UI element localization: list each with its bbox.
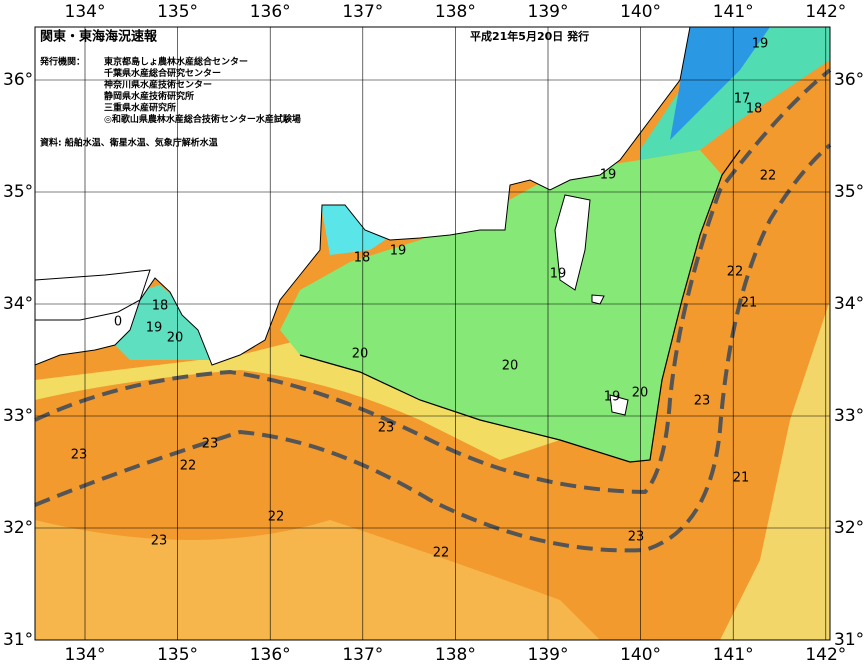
contour-label: 17: [734, 92, 751, 107]
lon-label: 140°: [620, 2, 661, 22]
sea-zone: [280, 150, 722, 462]
contour-label: 20: [352, 347, 369, 362]
lon-label: 138°: [435, 645, 476, 665]
lon-label: 140°: [620, 645, 661, 665]
lon-label: 138°: [435, 2, 476, 22]
contour-label: 22: [268, 510, 285, 525]
contour-label: 18: [354, 251, 371, 266]
lat-label: 33°: [3, 406, 33, 426]
lon-label: 134°: [65, 645, 106, 665]
lon-label: 135°: [157, 2, 198, 22]
contour-label: 18: [746, 102, 763, 117]
contour-label: 20: [502, 359, 519, 374]
lat-label: 32°: [834, 518, 864, 538]
issuer: 静岡県水産技術研究所: [104, 90, 194, 102]
lon-label: 139°: [528, 645, 569, 665]
contour-label: 0: [114, 315, 122, 330]
issuers-label: 発行機関：: [39, 56, 85, 68]
sea-zone: [35, 340, 560, 460]
sea-zone: [35, 520, 600, 640]
lat-label: 31°: [834, 630, 864, 650]
contour-label: 20: [167, 331, 184, 346]
lon-label: 141°: [713, 645, 754, 665]
issuer: 千葉県水産総合研究センター: [104, 67, 221, 79]
contour-label: 19: [146, 321, 163, 336]
title: 関東・東海海況速報: [40, 29, 158, 45]
issuer: ◎和歌山県農林水産総合技術センター水産試験場: [104, 113, 301, 125]
contour-label: 21: [733, 471, 750, 486]
lon-label: 142°: [805, 645, 846, 665]
lon-label: 135°: [157, 645, 198, 665]
issuer: 神奈川県水産技術センター: [104, 79, 212, 91]
lat-label: 34°: [834, 294, 864, 314]
contour-label: 19: [600, 168, 617, 183]
sea-cold: [670, 27, 770, 140]
contour-label: 23: [202, 437, 219, 452]
lon-label: 139°: [528, 2, 569, 22]
land: [34, 269, 151, 321]
lon-label: 137°: [342, 2, 383, 22]
lon-label: 134°: [65, 2, 106, 22]
lat-label: 31°: [3, 630, 33, 650]
issuer: 東京都島しょ農林水産総合センター: [104, 56, 248, 68]
issuer: 三重県水産研究所: [104, 102, 176, 114]
contour-label: 23: [71, 448, 88, 463]
lon-label: 137°: [342, 645, 383, 665]
contour-label: 22: [727, 265, 744, 280]
source: 資料: 船舶水温、衛星水温、気象庁解析水温: [40, 137, 218, 149]
contour-label: 22: [760, 169, 777, 184]
contour-label: 19: [752, 37, 769, 52]
grid: [35, 27, 830, 640]
lat-label: 36°: [834, 70, 864, 90]
contour-label: 18: [152, 299, 169, 314]
contour-label: 23: [694, 394, 711, 409]
lon-label: 136°: [250, 645, 291, 665]
contour-label: 19: [390, 244, 407, 259]
map-frame: [34, 26, 831, 641]
island: [609, 394, 629, 416]
contour-label: 23: [151, 534, 168, 549]
lon-label: 136°: [250, 2, 291, 22]
contour-label: 21: [741, 296, 758, 311]
lat-label: 34°: [3, 294, 33, 314]
sea-bay: [320, 200, 400, 255]
contour-label: 19: [550, 267, 567, 282]
lon-label: 142°: [805, 2, 846, 22]
lat-label: 35°: [834, 182, 864, 202]
issuers: 東京都島しょ農林水産総合センター千葉県水産総合研究センター神奈川県水産技術センタ…: [104, 56, 301, 126]
lat-label: 32°: [3, 518, 33, 538]
kuroshio-axis: [34, 143, 832, 553]
contour-label: 22: [433, 546, 450, 561]
sea-zone: [720, 300, 830, 640]
contour-label: 22: [180, 459, 197, 474]
lat-label: 35°: [3, 182, 33, 202]
isotherm: [299, 149, 741, 463]
contour-label: 23: [378, 421, 395, 436]
lat-label: 33°: [834, 406, 864, 426]
contour-label: 20: [632, 386, 649, 401]
kuroshio-axis: [34, 68, 832, 495]
issue-date: 平成21年5月20日 発行: [470, 29, 589, 43]
lat-label: 36°: [3, 70, 33, 90]
contour-label: 23: [628, 530, 645, 545]
land: [554, 194, 591, 291]
contour-label: 19: [604, 390, 621, 405]
lon-label: 141°: [713, 2, 754, 22]
